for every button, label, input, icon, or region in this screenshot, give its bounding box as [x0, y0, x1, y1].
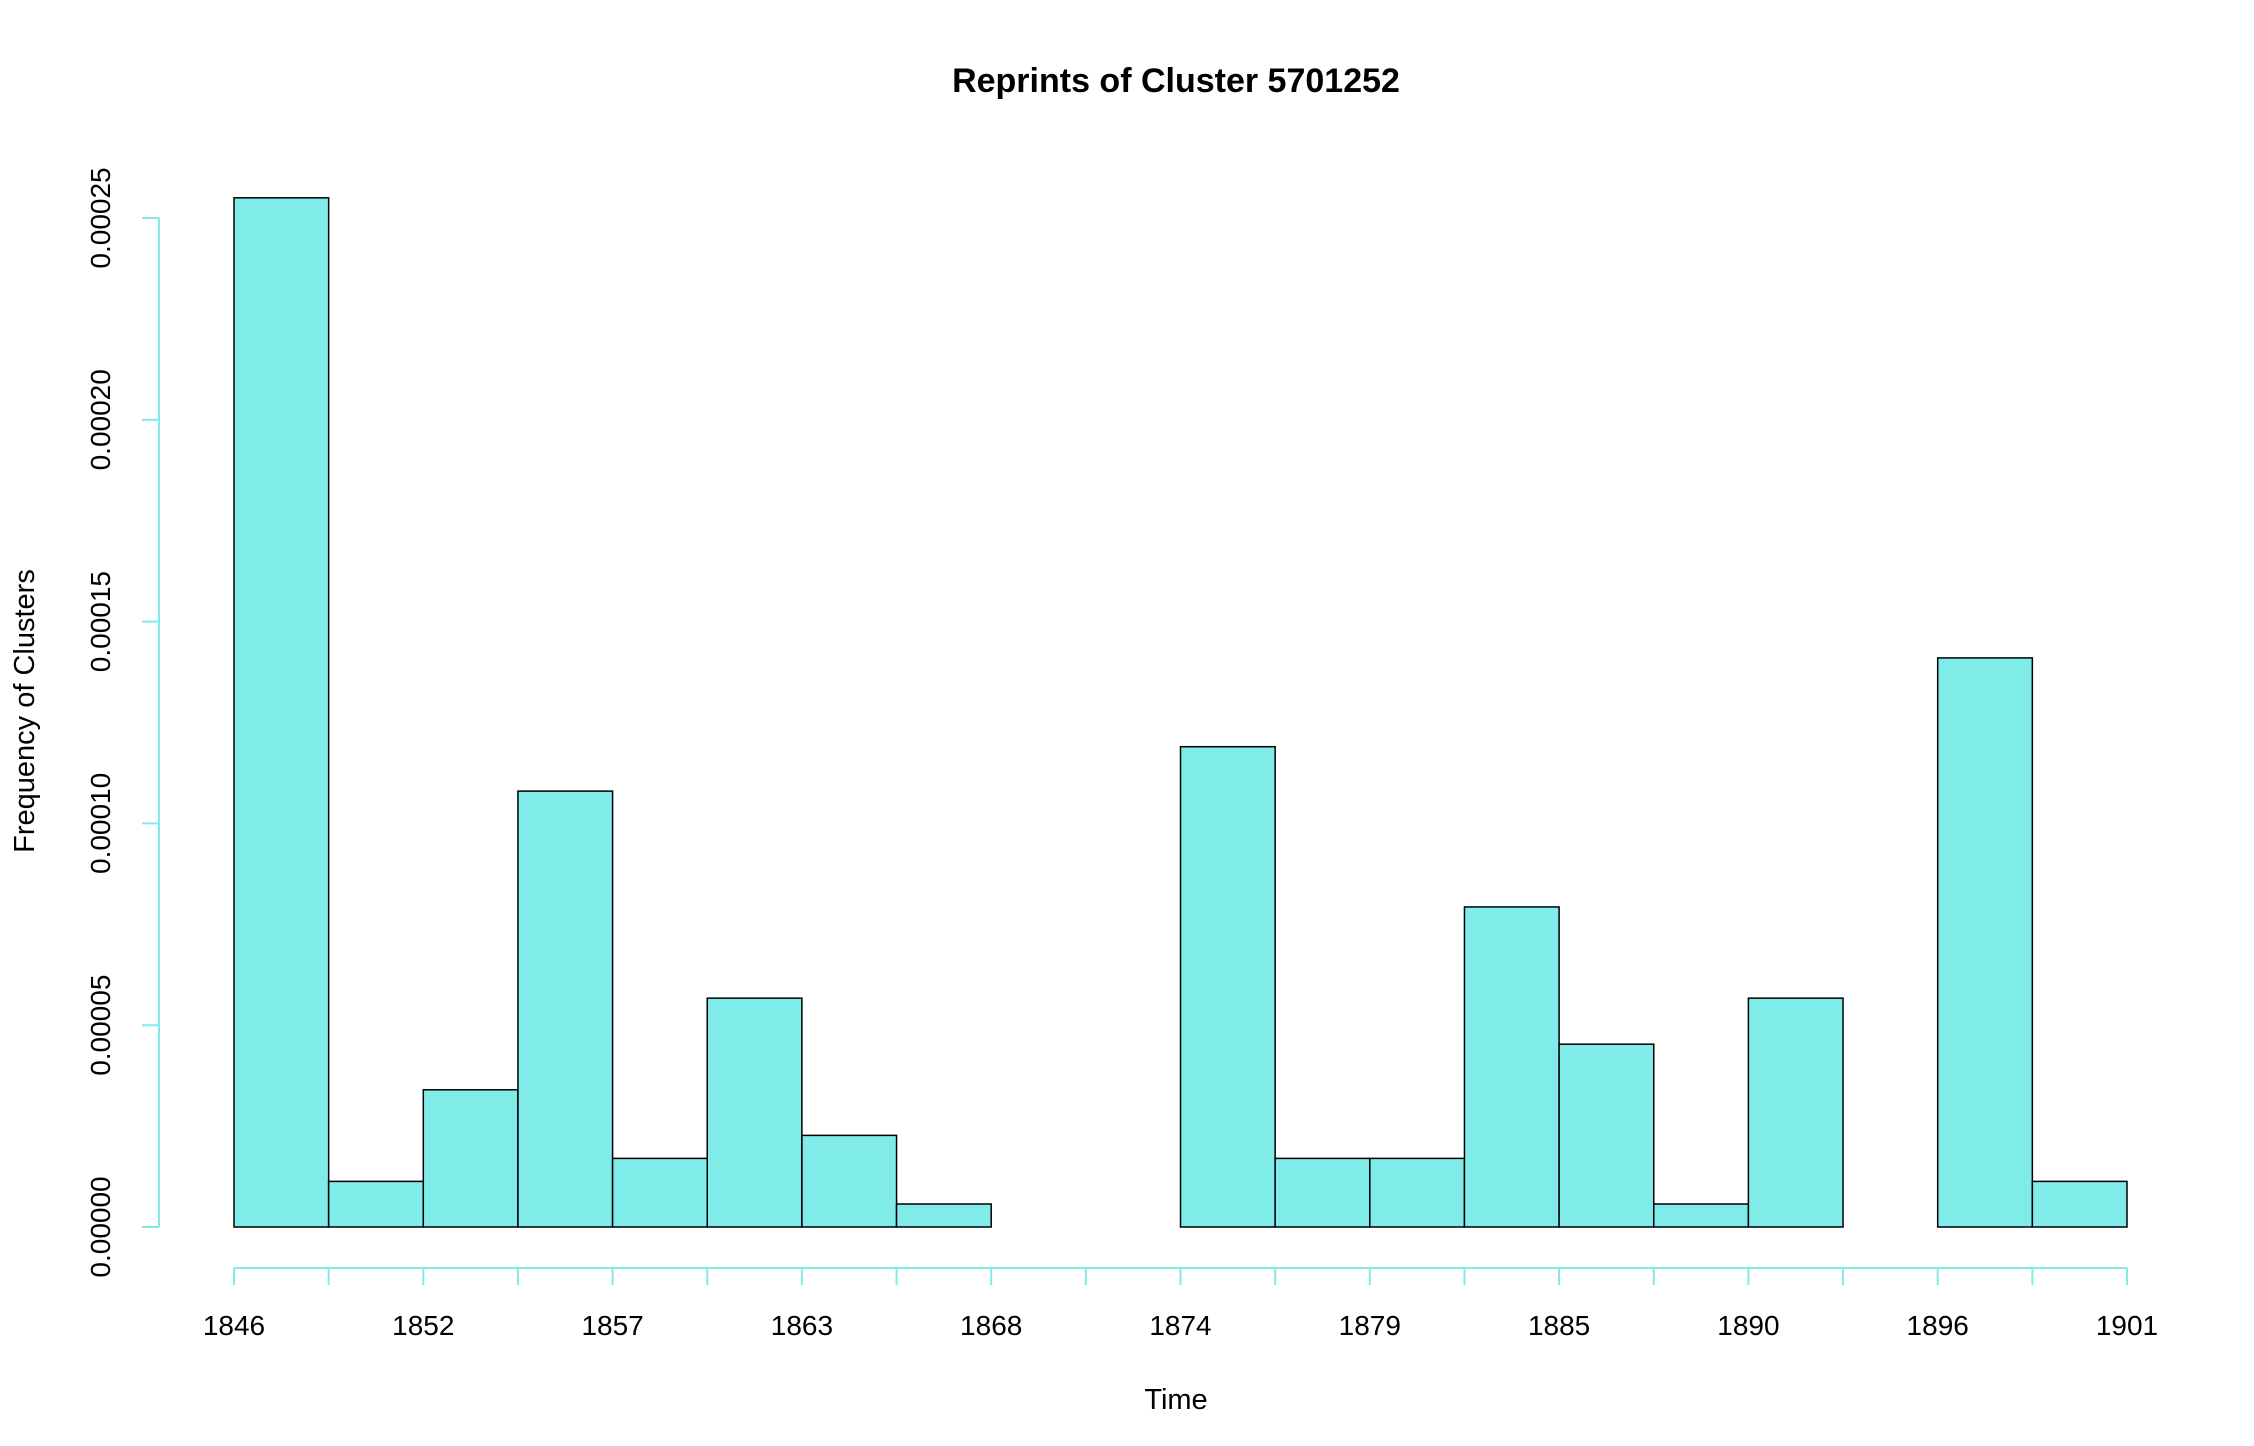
- histogram-bar: [1558, 1043, 1655, 1228]
- bars: [233, 197, 2128, 1228]
- y-axis-label: Frequency of Clusters: [9, 569, 41, 853]
- x-tick-label: 1879: [1339, 1310, 1401, 1341]
- x-tick-label: 1874: [1149, 1310, 1211, 1341]
- histogram-bar: [706, 997, 803, 1228]
- histogram-bar: [1179, 745, 1276, 1228]
- histogram-bar: [422, 1089, 519, 1228]
- y-tick-label: 0.00000: [85, 1176, 116, 1277]
- histogram-bar: [327, 1180, 425, 1228]
- x-tick-label: 1863: [771, 1310, 833, 1341]
- histogram-bar: [1369, 1157, 1466, 1228]
- histogram-bar: [2031, 1180, 2128, 1228]
- x-tick-label: 1868: [960, 1310, 1022, 1341]
- histogram-bar: [1653, 1203, 1750, 1228]
- y-tick-label: 0.00020: [85, 369, 116, 470]
- x-tick-label: 1857: [581, 1310, 643, 1341]
- y-tick-label: 0.00010: [85, 773, 116, 874]
- y-tick-label: 0.00025: [85, 167, 116, 268]
- x-tick-label: 1896: [1907, 1310, 1969, 1341]
- x-axis: 1846 1852 1857 1863 1868 1874 1879 1885 1890 1896…: [203, 1267, 2158, 1341]
- x-tick-label: 1890: [1717, 1310, 1779, 1341]
- histogram-bar: [801, 1134, 898, 1228]
- histogram-bar: [1747, 997, 1844, 1228]
- y-tick-label: 0.00015: [85, 571, 116, 672]
- x-tick-label: 1846: [203, 1310, 265, 1341]
- y-tick-label: 0.00005: [85, 975, 116, 1076]
- histogram-bar: [611, 1157, 708, 1228]
- histogram-bar: [1936, 657, 2034, 1228]
- x-tick-label: 1901: [2096, 1310, 2158, 1341]
- histogram-bar: [517, 790, 614, 1228]
- x-tick-label: 1852: [392, 1310, 454, 1341]
- chart-title: Reprints of Cluster 5701252: [952, 62, 1400, 100]
- histogram-bar: [233, 197, 330, 1228]
- histogram-bar: [895, 1203, 992, 1228]
- x-tick-label: 1885: [1528, 1310, 1590, 1341]
- histogram-bar: [1274, 1157, 1371, 1228]
- histogram-bar: [1463, 906, 1560, 1228]
- x-axis-label: Time: [1144, 1384, 1207, 1416]
- y-axis: 0.00000 0.00005 0.00010 0.00015 0.00020 0.000…: [85, 167, 160, 1278]
